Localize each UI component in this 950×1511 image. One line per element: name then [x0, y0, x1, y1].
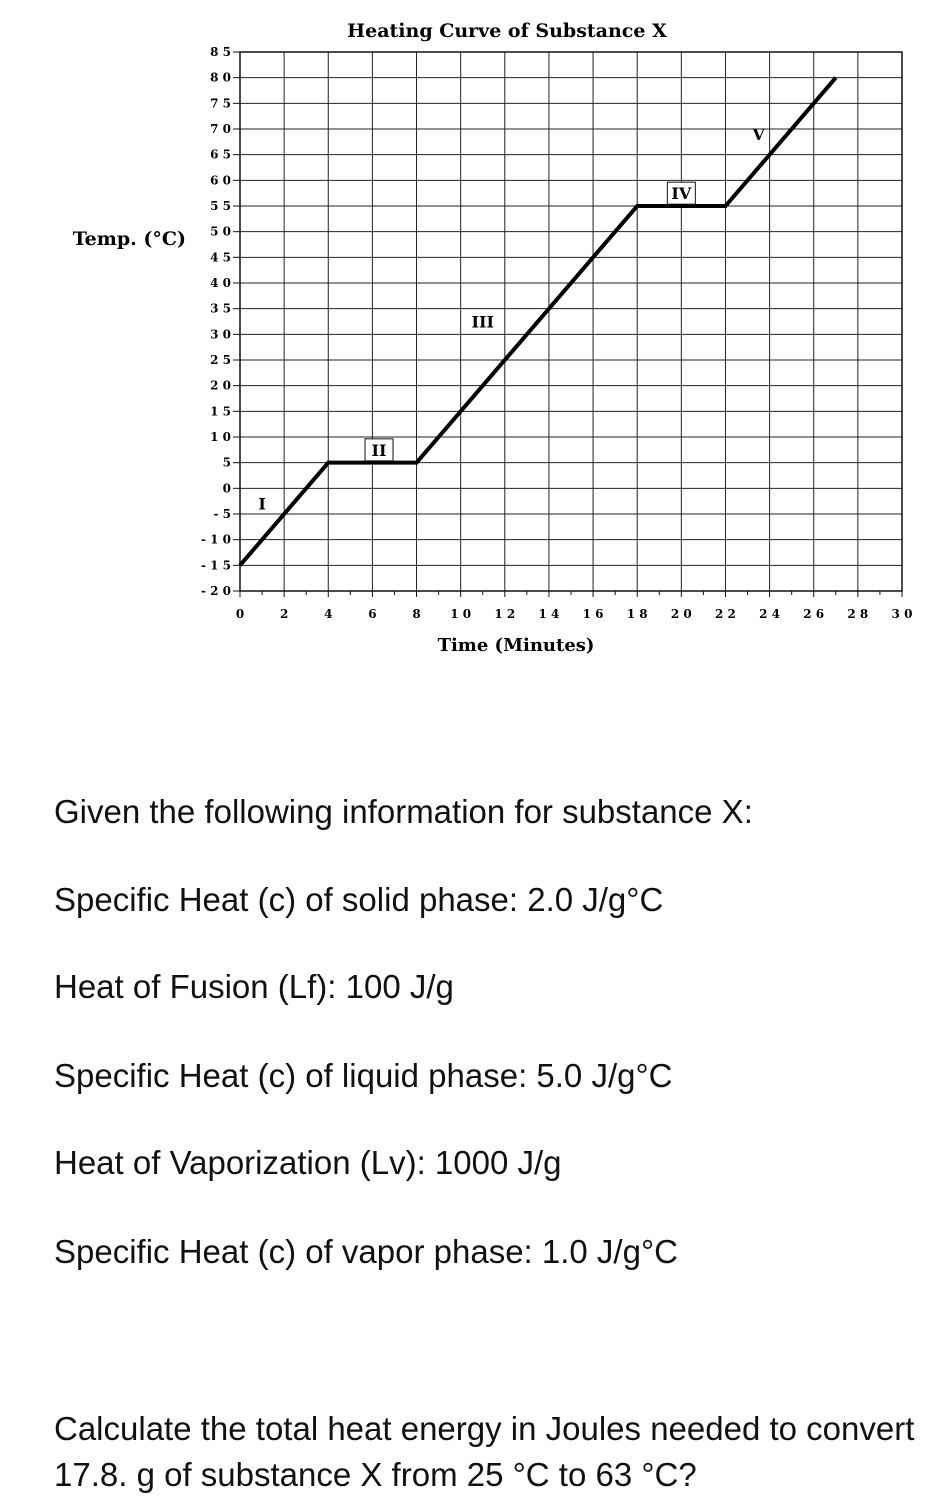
y-tick-label: 1 5	[210, 404, 231, 418]
y-tick-label: 1 0	[210, 430, 231, 444]
x-tick-label: 2 4	[759, 607, 780, 621]
info-line-solid-specific-heat: Specific Heat (c) of solid phase: 2.0 J/…	[54, 881, 664, 918]
y-tick-label: 3 5	[210, 302, 231, 316]
x-tick-label: 4	[324, 607, 332, 621]
info-intro: Given the following information for subs…	[54, 793, 753, 830]
y-tick-label: - 2 0	[201, 584, 231, 598]
phase-label-text: III	[472, 313, 494, 332]
grid	[239, 51, 903, 592]
y-tick-label: - 1 0	[201, 533, 231, 547]
series-layer	[238, 76, 838, 567]
x-tick-label: 8	[412, 607, 420, 621]
x-tick-label: 2 0	[671, 607, 692, 621]
y-tick-label: - 1 5	[201, 558, 231, 572]
heating-curve-chart: Heating Curve of Substance X Temp. (°C) …	[73, 20, 913, 656]
y-tick-label: 2 5	[210, 353, 231, 367]
y-tick-label: 7 0	[210, 122, 231, 136]
chart-title: Heating Curve of Substance X	[347, 20, 667, 42]
x-tick-label: 1 0	[450, 607, 471, 621]
y-tick-label: 8 5	[210, 45, 231, 59]
y-tick-label: 5 0	[210, 225, 231, 239]
info-line-heat-of-vaporization: Heat of Vaporization (Lv): 1000 J/g	[54, 1144, 562, 1181]
x-tick-label: 1 2	[494, 607, 515, 621]
y-tick-label: - 5	[213, 507, 231, 521]
y-tick-label: 0	[223, 481, 231, 495]
y-tick-label: 6 5	[210, 148, 231, 162]
y-tick-label: 2 0	[210, 379, 231, 393]
plot-frame	[239, 51, 903, 592]
phase-label-box	[666, 181, 696, 205]
x-tick-label: 6	[368, 607, 376, 621]
phase-label-text: V	[751, 125, 765, 144]
info-line-vapor-specific-heat: Specific Heat (c) of vapor phase: 1.0 J/…	[54, 1233, 678, 1270]
y-tick-label: 4 5	[210, 250, 231, 264]
x-tick-label: 1 6	[583, 607, 604, 621]
x-tick-label: 1 8	[627, 607, 648, 621]
x-tick-label: 1 4	[538, 607, 559, 621]
phase-label-text: IV	[671, 184, 691, 203]
x-tick-label: 2 6	[803, 607, 824, 621]
x-tick-label: 3 0	[892, 607, 913, 621]
axis-ticks: 8 5 8 0 7 5 7 0 6 5 6 0 5 5 5 0 4 5 4 0 3 5 3 0 2 5 2…	[201, 45, 912, 621]
question-text: Calculate the total heat energy in Joule…	[54, 1410, 915, 1493]
x-axis-label: Time (Minutes)	[438, 635, 595, 656]
phase-label-text: I	[258, 495, 265, 514]
x-tick-label: 2	[280, 607, 288, 621]
info-line-liquid-specific-heat: Specific Heat (c) of liquid phase: 5.0 J…	[54, 1057, 673, 1094]
y-tick-label: 7 5	[210, 96, 231, 110]
phase-label-iii: III	[472, 313, 494, 332]
info-line-heat-of-fusion: Heat of Fusion (Lf): 100 J/g	[54, 968, 454, 1005]
y-tick-label: 8 0	[210, 71, 231, 85]
y-tick-label: 3 0	[210, 327, 231, 341]
heating-curve-line	[238, 76, 838, 567]
x-tick-label: 2 8	[847, 607, 868, 621]
y-tick-label: 5 5	[210, 199, 231, 213]
phase-label-box	[364, 438, 394, 462]
y-tick-label: 4 0	[210, 276, 231, 290]
y-axis-label: Temp. (°C)	[73, 228, 186, 250]
phase-label-v: V	[751, 125, 765, 144]
phase-label-ii: II	[364, 438, 394, 462]
y-tick-label: 5	[223, 456, 231, 470]
phase-label-text: II	[372, 441, 387, 460]
x-tick-label: 0	[236, 607, 244, 621]
x-tick-label: 2 2	[715, 607, 736, 621]
y-tick-label: 6 0	[210, 173, 231, 187]
phase-label-i: I	[258, 495, 265, 514]
phase-label-iv: IV	[666, 181, 696, 205]
